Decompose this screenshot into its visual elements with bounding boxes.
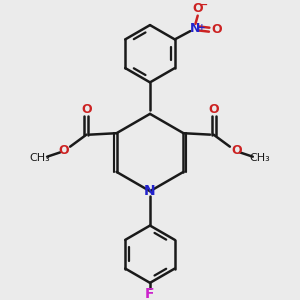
Text: N: N (144, 184, 156, 198)
Text: −: − (199, 0, 209, 10)
Text: O: O (192, 2, 203, 15)
Text: O: O (231, 144, 242, 157)
Text: CH₃: CH₃ (250, 153, 270, 163)
Text: O: O (211, 23, 222, 36)
Text: O: O (81, 103, 92, 116)
Text: +: + (198, 23, 206, 32)
Text: N: N (190, 22, 201, 35)
Text: F: F (145, 287, 155, 300)
Text: O: O (58, 144, 69, 157)
Text: O: O (208, 103, 219, 116)
Text: CH₃: CH₃ (30, 153, 50, 163)
